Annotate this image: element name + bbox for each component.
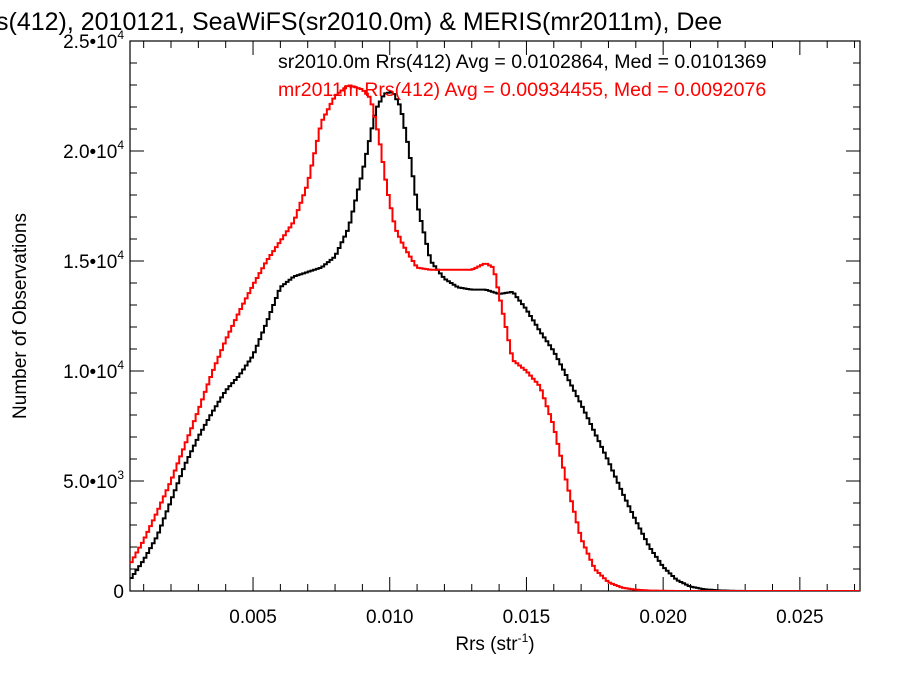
y-tick-mantissa: 1.5•10 — [63, 252, 117, 273]
x-tick-label: 0.010 — [366, 607, 414, 628]
series-line-sr2010 — [130, 90, 860, 591]
legend-entry-mr2011: mr2011m Rrs(412) Avg = 0.00934455, Med =… — [278, 79, 766, 101]
y-tick-label: 2.5•104 — [63, 28, 124, 53]
legend-entry-sr2010: sr2010.0m Rrs(412) Avg = 0.0102864, Med … — [278, 51, 767, 73]
y-axis-label: Number of Observations — [10, 213, 31, 419]
y-tick-label: 0 — [113, 582, 124, 603]
y-tick-exponent: 4 — [117, 28, 124, 42]
x-axis-label-main: Rrs (str — [455, 634, 518, 655]
y-tick-exponent: 3 — [117, 468, 124, 482]
x-axis-label-superscript: -1 — [518, 631, 529, 645]
x-tick-label: 0.015 — [503, 607, 551, 628]
x-tick-label: 0.005 — [229, 607, 277, 628]
series-line-mr2011 — [130, 84, 860, 591]
y-tick-mantissa: 1.0•10 — [63, 362, 117, 383]
y-tick-mantissa: 2.5•10 — [63, 32, 117, 53]
y-tick-label: 5.0•103 — [63, 468, 124, 493]
x-axis-label: Rrs (str-1) — [455, 631, 534, 655]
y-tick-mantissa: 2.0•10 — [63, 142, 117, 163]
x-axis-label-close: ) — [528, 634, 534, 655]
y-tick-exponent: 4 — [117, 138, 124, 152]
y-tick-label: 1.5•104 — [63, 248, 124, 273]
series-group — [130, 84, 860, 591]
y-tick-mantissa: 0 — [113, 582, 124, 603]
chart-title: s(412), 2010121, SeaWiFS(sr2010.0m) & ME… — [0, 8, 722, 36]
y-tick-exponent: 4 — [117, 248, 124, 262]
x-tick-label: 0.025 — [776, 607, 824, 628]
y-tick-label: 2.0•104 — [63, 138, 124, 163]
x-tick-labels: 0.005 0.010 0.015 0.020 0.025 — [229, 607, 823, 628]
x-tick-label: 0.020 — [639, 607, 687, 628]
plot-frame — [129, 40, 861, 592]
y-tick-mantissa: 5.0•10 — [63, 472, 117, 493]
y-tick-exponent: 4 — [117, 358, 124, 372]
y-tick-label: 1.0•104 — [63, 358, 124, 383]
axis-ticks — [130, 40, 860, 592]
